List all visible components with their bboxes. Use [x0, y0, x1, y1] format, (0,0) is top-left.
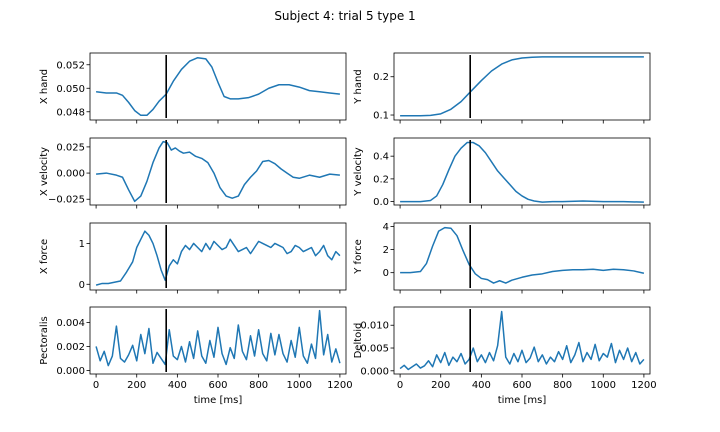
y-axis-label: X hand — [39, 69, 50, 104]
y-axis-label: Deltoid — [353, 323, 364, 359]
series-line-0 — [95, 230, 341, 286]
figure-title: Subject 4: trial 5 type 1 — [274, 9, 415, 23]
y-tick-label: 0.005 — [360, 344, 389, 355]
series-line-0 — [400, 226, 645, 284]
y-tick-label: 1 — [79, 239, 85, 250]
y-tick-label: 0.025 — [56, 142, 85, 153]
y-tick-label: 4 — [383, 222, 389, 233]
y-tick-label: 0.2 — [373, 174, 389, 185]
y-tick-label: 0.004 — [56, 318, 85, 329]
x-tick-label: 0 — [397, 380, 403, 391]
series-line-0 — [399, 310, 645, 371]
x-tick-label: 800 — [249, 380, 268, 391]
y-axis-label: Y force — [353, 239, 364, 274]
y-tick-label: 0 — [79, 280, 85, 291]
subplot-x-force: 0 1 X force — [39, 222, 347, 294]
y-tick-label: 0.1 — [373, 111, 389, 122]
subplot-deltoid: 0 200 400 600 800 1000 1200 0.000 0.005 0.010Delt… — [353, 306, 657, 406]
series-line-0 — [96, 56, 340, 117]
subplot-x-hand: 0.048 0.050 0.052 X hand — [39, 52, 347, 124]
x-tick-label: 200 — [127, 380, 146, 391]
y-tick-label: −0.025 — [48, 195, 85, 206]
subplot-y-hand: 0.1 0.2 Y hand — [353, 52, 651, 124]
subplot-grid: 0.048 0.050 0.052 X hand 0.1 0.2 Y hand −0.025 0… — [39, 52, 657, 406]
y-tick-label: 0.050 — [56, 84, 85, 95]
x-tick-label: 600 — [208, 380, 227, 391]
y-tick-label: 0.000 — [56, 169, 85, 180]
y-axis-label: X force — [39, 239, 50, 274]
x-tick-label: 800 — [553, 380, 572, 391]
y-axis-label: X velocity — [39, 147, 50, 196]
series-line-0 — [96, 140, 340, 203]
x-axis-label: time [ms] — [194, 395, 243, 406]
series-line-0 — [400, 141, 644, 203]
y-tick-label: 0.000 — [360, 366, 389, 377]
y-axis-label: Pectoralis — [39, 316, 50, 364]
y-tick-label: 2 — [383, 245, 389, 256]
y-tick-label: 0.0 — [373, 197, 389, 208]
x-tick-label: 400 — [168, 380, 187, 391]
x-tick-label: 1000 — [591, 380, 616, 391]
subplot-x-velocity: −0.025 0.000 0.025 X velocity — [39, 137, 347, 209]
x-tick-label: 0 — [93, 380, 99, 391]
x-tick-label: 1000 — [287, 380, 312, 391]
y-axis-label: Y velocity — [353, 147, 364, 196]
x-tick-label: 200 — [431, 380, 450, 391]
x-tick-label: 1200 — [327, 380, 352, 391]
y-tick-label: 0.000 — [56, 366, 85, 377]
y-axis-label: Y hand — [353, 69, 364, 104]
y-tick-label: 0.4 — [373, 152, 389, 163]
y-tick-label: 0.002 — [56, 342, 85, 353]
x-tick-label: 1200 — [631, 380, 656, 391]
x-tick-label: 400 — [472, 380, 491, 391]
subplot-y-velocity: 0.0 0.2 0.4 Y velocity — [353, 137, 651, 209]
subplot-pectoralis: 0 200 400 600 800 1000 1200 0.000 0.002 0.004 Pect… — [39, 306, 353, 406]
x-tick-label: 600 — [512, 380, 531, 391]
y-tick-label: 0.010 — [360, 321, 389, 332]
y-tick-label: 0.052 — [56, 60, 85, 71]
y-tick-label: 0.048 — [56, 107, 85, 118]
y-tick-label: 0 — [383, 268, 389, 279]
subplot-y-force: 0 2 4 Y force — [353, 222, 651, 294]
series-line-0 — [400, 56, 644, 117]
x-axis-label: time [ms] — [498, 395, 547, 406]
series-line-0 — [95, 309, 341, 367]
y-tick-label: 0.2 — [373, 72, 389, 83]
